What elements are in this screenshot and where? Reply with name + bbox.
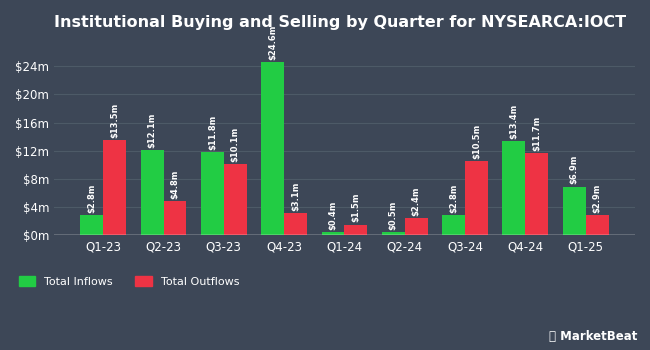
Text: $13.4m: $13.4m: [510, 104, 519, 139]
Text: $12.1m: $12.1m: [148, 112, 157, 148]
Text: $4.8m: $4.8m: [170, 170, 179, 199]
Bar: [224, 164, 247, 235]
Bar: [502, 141, 525, 235]
Text: $1.5m: $1.5m: [352, 193, 360, 223]
Text: $0.5m: $0.5m: [389, 200, 398, 230]
Text: Institutional Buying and Selling by Quarter for NYSEARCA:IOCT: Institutional Buying and Selling by Quar…: [54, 15, 626, 30]
Bar: [525, 153, 549, 235]
Text: ⼏ MarketBeat: ⼏ MarketBeat: [549, 330, 637, 343]
Bar: [465, 161, 488, 235]
Bar: [586, 215, 608, 235]
Text: $10.5m: $10.5m: [472, 124, 481, 159]
Bar: [261, 62, 284, 235]
Text: $10.1m: $10.1m: [231, 127, 240, 162]
Bar: [103, 140, 126, 235]
Bar: [81, 216, 103, 235]
Text: $2.4m: $2.4m: [411, 187, 421, 216]
Text: $2.9m: $2.9m: [593, 183, 602, 213]
Bar: [344, 225, 367, 235]
Bar: [405, 218, 428, 235]
Bar: [284, 214, 307, 235]
Bar: [164, 201, 187, 235]
Text: $0.4m: $0.4m: [328, 201, 337, 230]
Text: $13.5m: $13.5m: [110, 103, 119, 138]
Bar: [201, 152, 224, 235]
Bar: [140, 150, 164, 235]
Text: $24.6m: $24.6m: [268, 25, 277, 60]
Bar: [382, 232, 405, 235]
Text: $2.8m: $2.8m: [87, 184, 96, 213]
Bar: [442, 216, 465, 235]
Text: $3.1m: $3.1m: [291, 182, 300, 211]
Text: $11.8m: $11.8m: [208, 115, 217, 150]
Text: $6.9m: $6.9m: [569, 155, 578, 184]
Text: $11.7m: $11.7m: [532, 116, 541, 151]
Bar: [322, 232, 344, 235]
Bar: [563, 187, 586, 235]
Text: $2.8m: $2.8m: [449, 184, 458, 213]
Legend: Total Inflows, Total Outflows: Total Inflows, Total Outflows: [19, 276, 239, 287]
